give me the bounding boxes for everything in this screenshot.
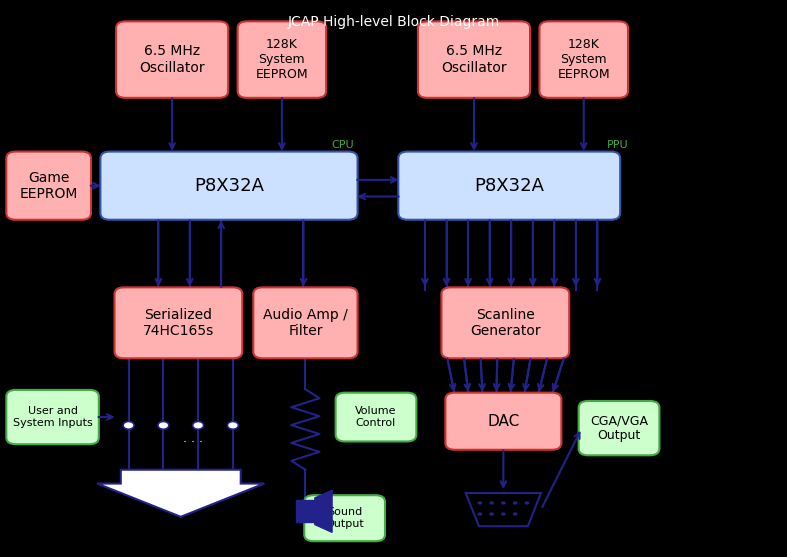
Text: P8X32A: P8X32A: [475, 177, 545, 194]
FancyBboxPatch shape: [238, 21, 326, 98]
Circle shape: [490, 501, 494, 505]
FancyBboxPatch shape: [445, 393, 561, 449]
Text: User and
System Inputs: User and System Inputs: [13, 406, 92, 428]
Bar: [296, 500, 315, 522]
FancyBboxPatch shape: [335, 393, 416, 442]
Circle shape: [123, 422, 134, 429]
Text: Game
EEPROM: Game EEPROM: [20, 170, 78, 201]
Text: Scanline
Generator: Scanline Generator: [470, 307, 541, 338]
Text: PPU: PPU: [608, 140, 629, 150]
FancyBboxPatch shape: [418, 21, 530, 98]
FancyBboxPatch shape: [578, 401, 660, 455]
Circle shape: [513, 512, 518, 516]
Circle shape: [501, 512, 506, 516]
FancyBboxPatch shape: [539, 21, 628, 98]
FancyBboxPatch shape: [101, 152, 357, 220]
Text: . . .: . . .: [183, 432, 202, 445]
Polygon shape: [98, 470, 264, 517]
Circle shape: [478, 512, 482, 516]
Text: 128K
System
EEPROM: 128K System EEPROM: [557, 38, 610, 81]
Text: 6.5 MHz
Oscillator: 6.5 MHz Oscillator: [139, 45, 205, 75]
Circle shape: [501, 501, 506, 505]
Text: Audio Amp /
Filter: Audio Amp / Filter: [263, 307, 348, 338]
FancyBboxPatch shape: [6, 390, 99, 444]
Text: CPU: CPU: [332, 140, 354, 150]
Text: DAC: DAC: [487, 414, 519, 429]
Circle shape: [525, 501, 529, 505]
FancyBboxPatch shape: [305, 495, 385, 541]
FancyBboxPatch shape: [253, 287, 357, 358]
FancyBboxPatch shape: [398, 152, 620, 220]
Text: Sound
Output: Sound Output: [325, 507, 364, 529]
Text: Serialized
74HC165s: Serialized 74HC165s: [142, 307, 214, 338]
Text: 6.5 MHz
Oscillator: 6.5 MHz Oscillator: [442, 45, 507, 75]
Circle shape: [158, 422, 169, 429]
Circle shape: [227, 422, 238, 429]
Text: P8X32A: P8X32A: [194, 177, 264, 194]
FancyBboxPatch shape: [6, 152, 91, 220]
Text: CGA/VGA
Output: CGA/VGA Output: [590, 414, 648, 442]
Circle shape: [513, 501, 518, 505]
Text: JCAP High-level Block Diagram: JCAP High-level Block Diagram: [287, 15, 500, 30]
Polygon shape: [315, 490, 332, 532]
Text: Volume
Control: Volume Control: [355, 406, 397, 428]
Circle shape: [193, 422, 204, 429]
Circle shape: [478, 501, 482, 505]
FancyBboxPatch shape: [115, 287, 242, 358]
Text: 128K
System
EEPROM: 128K System EEPROM: [256, 38, 309, 81]
Circle shape: [490, 512, 494, 516]
FancyBboxPatch shape: [116, 21, 228, 98]
FancyBboxPatch shape: [442, 287, 569, 358]
